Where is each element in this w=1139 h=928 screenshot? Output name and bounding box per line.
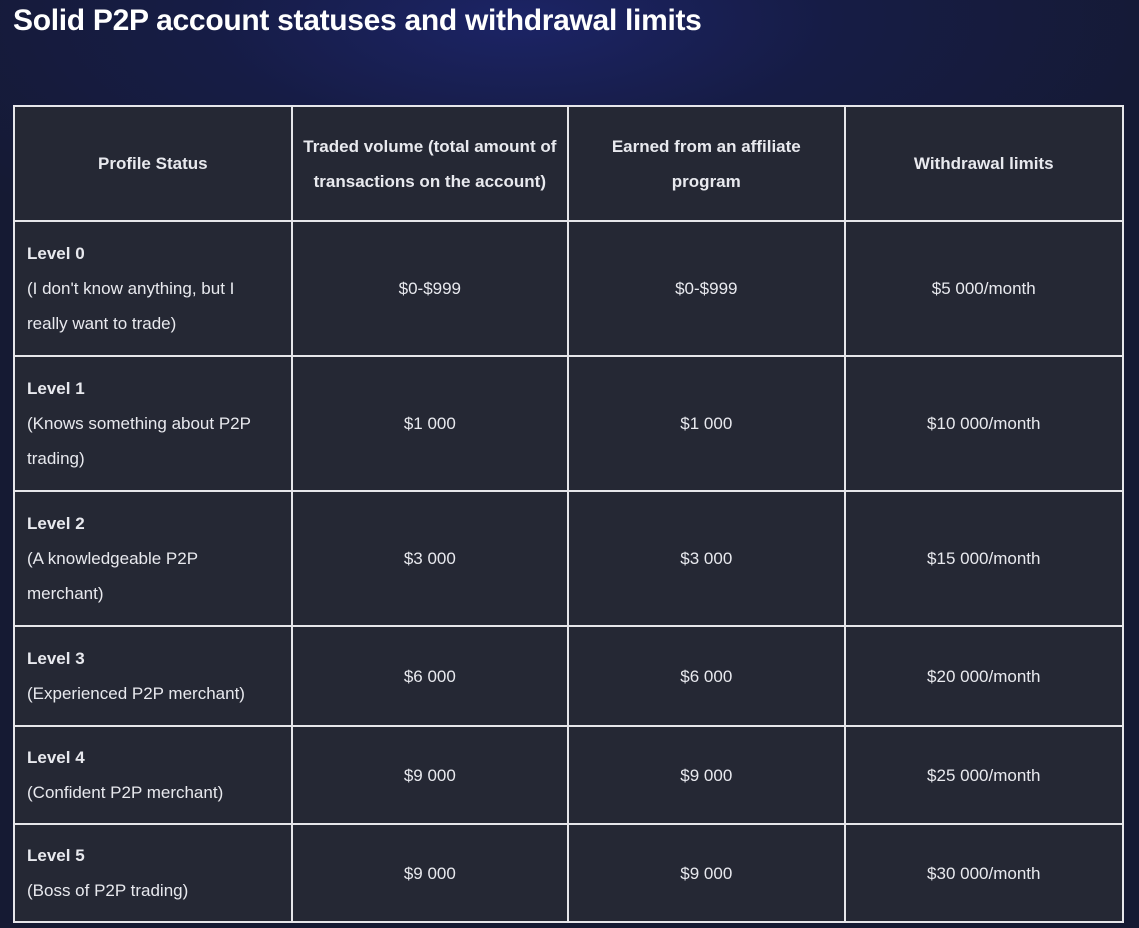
profile-status-cell: Level 5 (Boss of P2P trading) [13,823,293,923]
withdrawal-limit-cell: $25 000/month [843,725,1124,825]
affiliate-earnings-cell: $9 000 [567,823,846,923]
affiliate-earnings-cell: $1 000 [567,355,846,492]
level-name: Level 3 [27,649,85,668]
traded-volume-cell: $9 000 [290,725,570,825]
withdrawal-limit-cell: $10 000/month [843,355,1124,492]
table-row: Level 0 (I don't know anything, but I re… [13,220,1124,357]
level-description: (Confident P2P merchant) [27,783,224,802]
traded-volume-cell: $9 000 [290,823,570,923]
page-title: Solid P2P account statuses and withdrawa… [13,4,702,37]
profile-status-cell: Level 2 (A knowledgeable P2P merchant) [13,490,293,627]
level-description: (A knowledgeable P2P merchant) [27,549,198,603]
withdrawal-limit-cell: $20 000/month [843,625,1124,727]
header-traded-volume: Traded volume (total amount of transacti… [290,105,570,222]
level-name: Level 1 [27,379,85,398]
withdrawal-limit-cell: $30 000/month [843,823,1124,923]
header-affiliate-earnings: Earned from an affiliate program [567,105,846,222]
level-name: Level 5 [27,846,85,865]
table-header-row: Profile Status Traded volume (total amou… [13,105,1124,222]
affiliate-earnings-cell: $3 000 [567,490,846,627]
affiliate-earnings-cell: $6 000 [567,625,846,727]
profile-status-cell: Level 4 (Confident P2P merchant) [13,725,293,825]
table-row: Level 3 (Experienced P2P merchant) $6 00… [13,625,1124,727]
traded-volume-cell: $3 000 [290,490,570,627]
profile-status-cell: Level 3 (Experienced P2P merchant) [13,625,293,727]
status-limits-table: Profile Status Traded volume (total amou… [13,105,1124,923]
table-row: Level 2 (A knowledgeable P2P merchant) $… [13,490,1124,627]
withdrawal-limit-cell: $5 000/month [843,220,1124,357]
level-name: Level 0 [27,244,85,263]
level-description: (I don't know anything, but I really wan… [27,279,235,333]
traded-volume-cell: $0-$999 [290,220,570,357]
table-row: Level 1 (Knows something about P2P tradi… [13,355,1124,492]
level-name: Level 4 [27,748,85,767]
affiliate-earnings-cell: $9 000 [567,725,846,825]
level-description: (Knows something about P2P trading) [27,414,251,468]
profile-status-cell: Level 0 (I don't know anything, but I re… [13,220,293,357]
level-description: (Experienced P2P merchant) [27,684,245,703]
withdrawal-limit-cell: $15 000/month [843,490,1124,627]
table-row: Level 5 (Boss of P2P trading) $9 000 $9 … [13,823,1124,923]
affiliate-earnings-cell: $0-$999 [567,220,846,357]
header-withdrawal-limits: Withdrawal limits [843,105,1124,222]
level-name: Level 2 [27,514,85,533]
profile-status-cell: Level 1 (Knows something about P2P tradi… [13,355,293,492]
traded-volume-cell: $1 000 [290,355,570,492]
traded-volume-cell: $6 000 [290,625,570,727]
level-description: (Boss of P2P trading) [27,881,189,900]
header-profile-status: Profile Status [13,105,293,222]
table-row: Level 4 (Confident P2P merchant) $9 000 … [13,725,1124,825]
